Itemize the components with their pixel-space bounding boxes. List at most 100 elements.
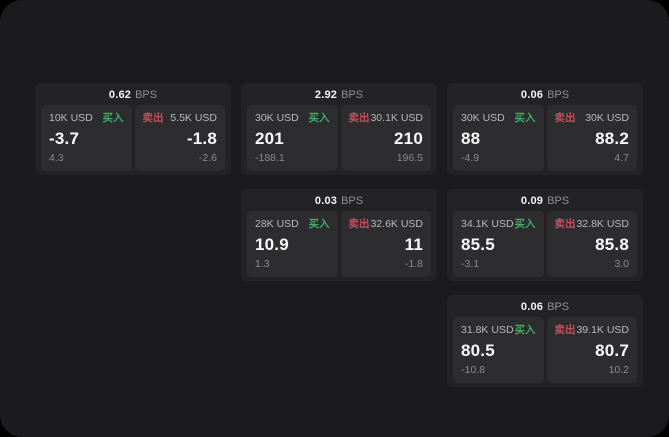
sell-panel[interactable]: 卖出 30.1K USD 210 196.5 xyxy=(340,105,431,171)
card-header: 0.03 BPS xyxy=(241,189,437,211)
sell-amount: 5.5K USD xyxy=(170,112,217,124)
sell-panel[interactable]: 卖出 32.8K USD 85.8 3.0 xyxy=(546,211,637,277)
bps-unit-label: BPS xyxy=(341,195,364,207)
buy-delta: 4.3 xyxy=(49,152,64,164)
bps-value: 0.62 xyxy=(108,89,132,101)
bps-unit-label: BPS xyxy=(135,89,158,101)
sell-price: 210 xyxy=(394,129,423,148)
sell-panel[interactable]: 卖出 39.1K USD 80.7 10.2 xyxy=(546,317,637,383)
sell-panel-top: 卖出 32.8K USD xyxy=(555,218,630,231)
sell-panel-top: 卖出 5.5K USD xyxy=(143,112,218,125)
buy-sell-panels: 30K USD 买入 201 -188.1 卖出 30.1K USD 210 1… xyxy=(241,105,437,175)
sell-panel[interactable]: 卖出 32.6K USD 11 -1.8 xyxy=(340,211,431,277)
sell-delta: 196.5 xyxy=(396,152,423,164)
card-header: 0.06 BPS xyxy=(447,295,643,317)
sell-amount: 32.8K USD xyxy=(576,218,629,230)
buy-amount: 34.1K USD xyxy=(461,218,514,230)
buy-amount: 10K USD xyxy=(49,112,93,124)
sell-amount: 30K USD xyxy=(585,112,629,124)
buy-panel[interactable]: 30K USD 买入 88 -4.9 xyxy=(453,105,544,171)
buy-delta: -3.1 xyxy=(461,258,480,270)
buy-side-label: 买入 xyxy=(514,218,536,230)
sell-panel[interactable]: 卖出 5.5K USD -1.8 -2.6 xyxy=(134,105,225,171)
quote-card: 0.62 BPS 10K USD 买入 -3.7 4.3 卖出 5.5K USD xyxy=(35,83,231,175)
bps-unit-label: BPS xyxy=(547,301,570,313)
sell-side-label: 卖出 xyxy=(348,112,370,124)
buy-panel[interactable]: 10K USD 买入 -3.7 4.3 xyxy=(41,105,132,171)
buy-delta: -4.9 xyxy=(461,152,480,164)
sell-delta: 3.0 xyxy=(614,258,629,270)
buy-side-label: 买入 xyxy=(308,112,330,124)
bps-value: 0.06 xyxy=(520,301,544,313)
buy-side-label: 买入 xyxy=(514,112,536,124)
card-header: 0.06 BPS xyxy=(447,83,643,105)
buy-panel-top: 34.1K USD 买入 xyxy=(461,218,536,231)
sell-side-label: 卖出 xyxy=(554,112,576,124)
sell-side-label: 卖出 xyxy=(348,218,370,230)
buy-panel[interactable]: 28K USD 买入 10.9 1.3 xyxy=(247,211,338,277)
buy-side-label: 买入 xyxy=(102,112,124,124)
buy-panel[interactable]: 31.8K USD 买入 80.5 -10.8 xyxy=(453,317,544,383)
buy-sell-panels: 30K USD 买入 88 -4.9 卖出 30K USD 88.2 4.7 xyxy=(447,105,643,175)
sell-panel-top: 卖出 39.1K USD xyxy=(555,324,630,337)
buy-sell-panels: 34.1K USD 买入 85.5 -3.1 卖出 32.8K USD 85.8… xyxy=(447,211,643,281)
sell-price: 88.2 xyxy=(595,129,629,148)
bps-value: 2.92 xyxy=(314,89,338,101)
quote-card: 0.09 BPS 34.1K USD 买入 85.5 -3.1 卖出 32.8K… xyxy=(447,189,643,281)
buy-sell-panels: 31.8K USD 买入 80.5 -10.8 卖出 39.1K USD 80.… xyxy=(447,317,643,387)
quote-card: 0.06 BPS 30K USD 买入 88 -4.9 卖出 30K USD xyxy=(447,83,643,175)
sell-side-label: 卖出 xyxy=(142,112,164,124)
buy-price: -3.7 xyxy=(49,129,80,148)
buy-price: 201 xyxy=(255,129,284,148)
buy-price: 80.5 xyxy=(461,341,495,360)
buy-side-label: 买入 xyxy=(514,324,536,336)
sell-side-label: 卖出 xyxy=(554,218,576,230)
quote-card: 0.06 BPS 31.8K USD 买入 80.5 -10.8 卖出 39.1… xyxy=(447,295,643,387)
buy-price: 10.9 xyxy=(255,235,289,254)
sell-side-label: 卖出 xyxy=(554,324,576,336)
sell-delta: 4.7 xyxy=(614,152,629,164)
quote-card: 2.92 BPS 30K USD 买入 201 -188.1 卖出 30.1K … xyxy=(241,83,437,175)
card-header: 0.62 BPS xyxy=(35,83,231,105)
quote-card: 0.03 BPS 28K USD 买入 10.9 1.3 卖出 32.6K US… xyxy=(241,189,437,281)
buy-panel-top: 10K USD 买入 xyxy=(49,112,124,125)
bps-unit-label: BPS xyxy=(547,195,570,207)
sell-amount: 32.6K USD xyxy=(370,218,423,230)
buy-price: 85.5 xyxy=(461,235,495,254)
buy-panel[interactable]: 34.1K USD 买入 85.5 -3.1 xyxy=(453,211,544,277)
bps-value: 0.06 xyxy=(520,89,544,101)
buy-panel-top: 30K USD 买入 xyxy=(255,112,330,125)
buy-amount: 28K USD xyxy=(255,218,299,230)
buy-delta: -10.8 xyxy=(461,364,485,376)
sell-panel-top: 卖出 30K USD xyxy=(555,112,630,125)
buy-sell-panels: 10K USD 买入 -3.7 4.3 卖出 5.5K USD -1.8 -2.… xyxy=(35,105,231,175)
buy-price: 88 xyxy=(461,129,481,148)
buy-panel[interactable]: 30K USD 买入 201 -188.1 xyxy=(247,105,338,171)
quote-cards-grid: 0.62 BPS 10K USD 买入 -3.7 4.3 卖出 5.5K USD xyxy=(35,83,643,387)
sell-price: -1.8 xyxy=(186,129,217,148)
buy-amount: 30K USD xyxy=(461,112,505,124)
sell-price: 11 xyxy=(404,235,423,254)
sell-price: 85.8 xyxy=(595,235,629,254)
bps-unit-label: BPS xyxy=(547,89,570,101)
sell-panel[interactable]: 卖出 30K USD 88.2 4.7 xyxy=(546,105,637,171)
buy-amount: 31.8K USD xyxy=(461,324,514,336)
buy-panel-top: 31.8K USD 买入 xyxy=(461,324,536,337)
sell-delta: 10.2 xyxy=(608,364,629,376)
sell-delta: -1.8 xyxy=(404,258,423,270)
buy-delta: -188.1 xyxy=(255,152,285,164)
sell-delta: -2.6 xyxy=(198,152,217,164)
buy-delta: 1.3 xyxy=(255,258,270,270)
buy-amount: 30K USD xyxy=(255,112,299,124)
sell-panel-top: 卖出 30.1K USD xyxy=(349,112,424,125)
buy-sell-panels: 28K USD 买入 10.9 1.3 卖出 32.6K USD 11 -1.8 xyxy=(241,211,437,281)
bps-value: 0.03 xyxy=(314,195,338,207)
buy-panel-top: 28K USD 买入 xyxy=(255,218,330,231)
buy-side-label: 买入 xyxy=(308,218,330,230)
sell-amount: 39.1K USD xyxy=(576,324,629,336)
sell-price: 80.7 xyxy=(595,341,629,360)
sell-amount: 30.1K USD xyxy=(370,112,423,124)
card-header: 0.09 BPS xyxy=(447,189,643,211)
sell-panel-top: 卖出 32.6K USD xyxy=(349,218,424,231)
card-header: 2.92 BPS xyxy=(241,83,437,105)
